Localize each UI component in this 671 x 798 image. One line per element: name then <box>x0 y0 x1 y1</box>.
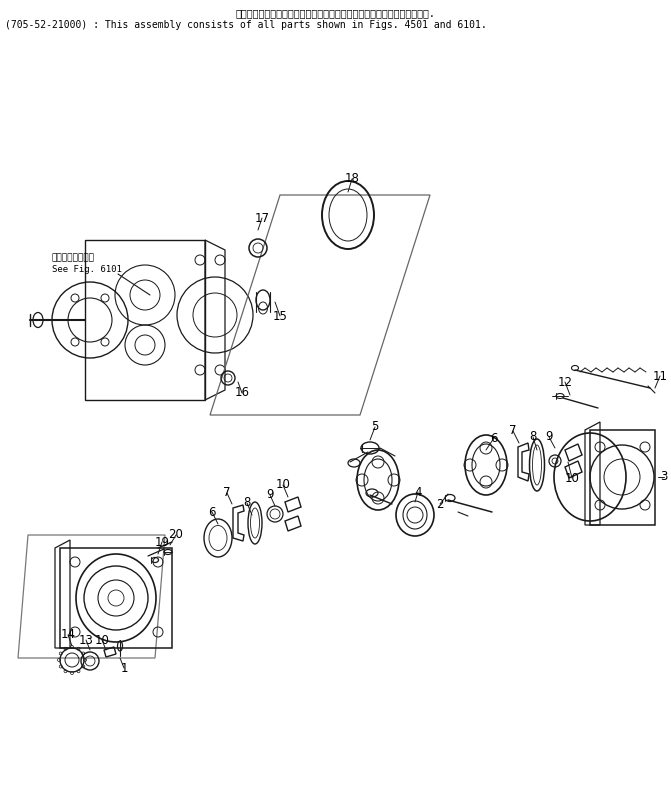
Text: 5: 5 <box>371 421 378 433</box>
Text: 16: 16 <box>234 386 250 400</box>
Text: 2: 2 <box>436 497 444 511</box>
Text: 9: 9 <box>266 488 274 501</box>
Text: 8: 8 <box>244 496 251 509</box>
Bar <box>85 240 205 400</box>
Text: 14: 14 <box>60 629 76 642</box>
Text: 12: 12 <box>558 376 572 389</box>
Text: 8: 8 <box>529 430 537 444</box>
Bar <box>590 430 655 525</box>
Text: 18: 18 <box>345 172 360 185</box>
Text: 6: 6 <box>491 432 498 444</box>
Text: 20: 20 <box>168 528 183 542</box>
Text: 11: 11 <box>652 369 668 382</box>
Text: 19: 19 <box>154 535 170 548</box>
Text: このアセンブリの構成部品は第４５０１図および第６１０１図を含みます.: このアセンブリの構成部品は第４５０１図および第６１０１図を含みます. <box>235 8 435 18</box>
Text: 1: 1 <box>120 662 127 674</box>
Text: 15: 15 <box>272 310 287 322</box>
Text: 10: 10 <box>276 479 291 492</box>
Ellipse shape <box>33 313 43 327</box>
Bar <box>60 548 172 648</box>
Text: 13: 13 <box>79 634 93 646</box>
Text: 17: 17 <box>254 211 270 224</box>
Text: 6: 6 <box>208 505 216 519</box>
Text: See Fig. 6101: See Fig. 6101 <box>52 266 122 275</box>
Text: 9: 9 <box>546 430 553 444</box>
Text: 4: 4 <box>414 485 422 499</box>
Text: 3: 3 <box>660 471 668 484</box>
Text: 10: 10 <box>95 634 109 646</box>
Text: 7: 7 <box>223 487 231 500</box>
Text: 10: 10 <box>564 472 580 484</box>
Text: 7: 7 <box>509 425 517 437</box>
Text: (705-52-21000) : This assembly consists of all parts shown in Figs. 4501 and 610: (705-52-21000) : This assembly consists … <box>5 20 486 30</box>
Text: 第６１０１図参照: 第６１０１図参照 <box>52 254 95 263</box>
